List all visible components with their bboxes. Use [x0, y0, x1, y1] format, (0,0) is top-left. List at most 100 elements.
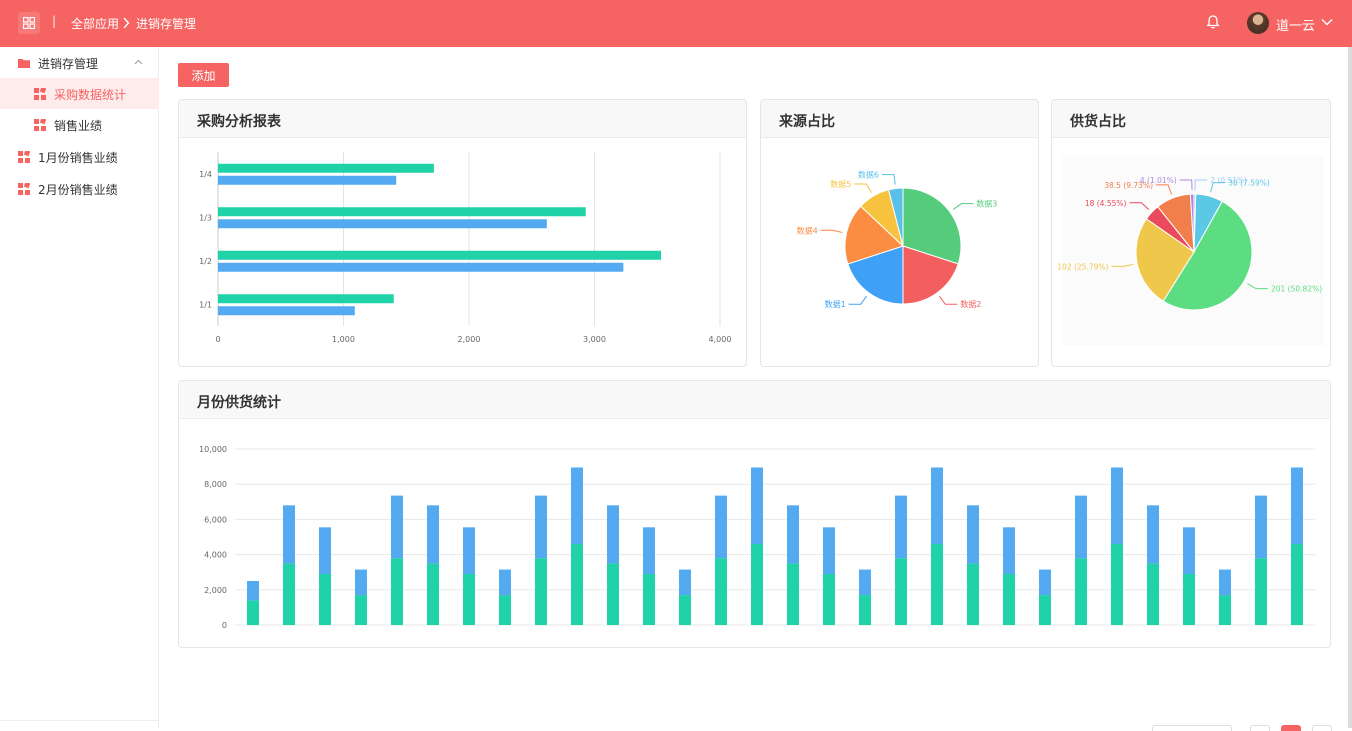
- sidebar-item-inventory[interactable]: 进销存管理: [0, 47, 159, 78]
- label-line: [854, 183, 872, 193]
- bar-segment: [751, 544, 763, 625]
- bar-segment: [787, 505, 799, 564]
- bar-segment: [283, 505, 295, 564]
- y-tick-label: 8,000: [204, 480, 227, 489]
- bar-segment: [751, 467, 763, 545]
- add-button[interactable]: 添加: [178, 63, 229, 87]
- bar-segment: [535, 495, 547, 559]
- x-tick-label: 1,000: [332, 335, 355, 344]
- bar-segment: [463, 527, 475, 574]
- bar-segment: [427, 505, 439, 564]
- bell-icon[interactable]: [1205, 14, 1221, 30]
- bar-segment: [823, 527, 835, 574]
- label-line: [881, 174, 896, 185]
- bar-segment: [427, 563, 439, 625]
- label-line: [1156, 184, 1173, 195]
- slice-label: 102 (25.79%): [1057, 262, 1108, 271]
- y-tick-label: 6,000: [204, 515, 227, 524]
- y-tick-label: 1/1: [199, 300, 212, 309]
- bar-segment: [1111, 467, 1123, 545]
- label-line: [1129, 202, 1150, 210]
- bar-segment: [391, 558, 403, 625]
- top-bar: | 全部应用 进销存管理 道一云: [0, 0, 1352, 47]
- slice-label: 201 (50.82%): [1271, 285, 1322, 294]
- bar-segment: [1147, 505, 1159, 564]
- chevron-down-icon[interactable]: [1321, 17, 1333, 27]
- card-header: 供货占比: [1052, 100, 1330, 138]
- card-title: 采购分析报表: [197, 114, 281, 130]
- apps-grid-button[interactable]: [18, 12, 40, 34]
- bar-segment: [787, 563, 799, 625]
- bar: [218, 207, 586, 217]
- source-ratio-card: 来源占比 数据3 数据2 数据1 数据4 数据5 数据6: [760, 99, 1039, 367]
- bar-segment: [1039, 595, 1051, 625]
- bar-segment: [355, 595, 367, 625]
- slice-label: 30 (7.59%): [1228, 179, 1270, 188]
- bar-segment: [283, 563, 295, 625]
- prev-page-button[interactable]: [1250, 725, 1270, 731]
- bar-segment: [1003, 573, 1015, 625]
- bar-segment: [895, 558, 907, 625]
- y-tick-label: 0: [222, 621, 227, 630]
- slice-label: 数据5: [830, 179, 851, 189]
- bar-segment: [1111, 544, 1123, 625]
- bar-segment: [1039, 569, 1051, 596]
- purchase-analysis-card: 采购分析报表 0 1,000 2,000 3,000 4,000 1/1 1/2 1/3 1/4: [178, 99, 747, 367]
- sidebar-item-jan-sales[interactable]: 1月份销售业绩: [0, 141, 159, 172]
- user-name[interactable]: 道一云: [1276, 19, 1316, 34]
- sidebar-item-label: 进销存管理: [38, 57, 99, 71]
- current-page-button[interactable]: [1281, 725, 1301, 731]
- bar-segment: [679, 569, 691, 596]
- bar-segment: [643, 573, 655, 625]
- sidebar-item-label: 2月份销售业绩: [38, 183, 118, 197]
- bar-segment: [571, 544, 583, 625]
- sidebar-item-purchase-stats[interactable]: 采购数据统计: [0, 78, 159, 109]
- label-line: [820, 229, 843, 233]
- chevron-up-icon[interactable]: [134, 59, 143, 65]
- pie-slice: [902, 187, 962, 265]
- bar-segment: [679, 595, 691, 625]
- y-tick-label: 4,000: [204, 551, 227, 560]
- bar-segment: [931, 544, 943, 625]
- y-tick-label: 1/3: [199, 213, 212, 222]
- bar-segment: [859, 595, 871, 625]
- bar-segment: [607, 563, 619, 625]
- main-content: 添加 采购分析报表 0 1,000 2,000 3,000 4,000 1/1 1/2 1/3…: [160, 47, 1348, 731]
- avatar[interactable]: [1247, 12, 1269, 34]
- bar-segment: [607, 505, 619, 564]
- label-line: [939, 295, 958, 305]
- bar-segment: [1003, 527, 1015, 574]
- bar-segment: [1219, 569, 1231, 596]
- breadcrumb-separator: |: [52, 14, 57, 28]
- bar-segment: [499, 595, 511, 625]
- y-tick-label: 1/4: [199, 170, 212, 179]
- slice-label: 18 (4.55%): [1085, 199, 1127, 208]
- bar-segment: [1075, 495, 1087, 559]
- bar-segment: [247, 581, 259, 601]
- bar-segment: [1291, 544, 1303, 625]
- grid-icon: [34, 119, 46, 131]
- bar-segment: [1255, 558, 1267, 625]
- y-tick-label: 1/2: [199, 257, 212, 266]
- page-size-select[interactable]: [1152, 725, 1232, 731]
- bar-segment: [535, 558, 547, 625]
- x-tick-label: 4,000: [709, 335, 732, 344]
- bar: [218, 306, 355, 316]
- scrollbar[interactable]: [1348, 47, 1352, 728]
- pagination: [1152, 725, 1342, 731]
- sidebar-item-feb-sales[interactable]: 2月份销售业绩: [0, 173, 159, 204]
- bar-segment: [931, 467, 943, 545]
- label-line: [1179, 179, 1193, 191]
- breadcrumb-current[interactable]: 进销存管理: [136, 17, 197, 31]
- sidebar-item-label: 采购数据统计: [54, 88, 127, 102]
- bar-segment: [571, 467, 583, 545]
- next-page-button[interactable]: [1312, 725, 1332, 731]
- bar: [218, 250, 662, 260]
- sidebar-item-label: 1月份销售业绩: [38, 151, 118, 165]
- x-tick-label: 0: [215, 335, 220, 344]
- sidebar-item-sales[interactable]: 销售业绩: [0, 109, 159, 140]
- bar-segment: [463, 573, 475, 625]
- bar-segment: [499, 569, 511, 596]
- sidebar-item-label: 销售业绩: [54, 119, 103, 133]
- breadcrumb-all-apps[interactable]: 全部应用: [71, 17, 120, 31]
